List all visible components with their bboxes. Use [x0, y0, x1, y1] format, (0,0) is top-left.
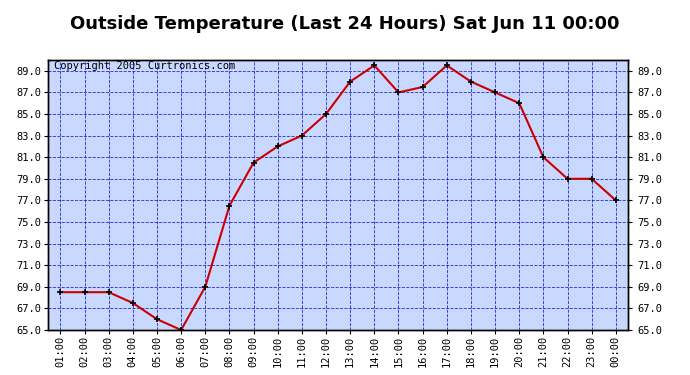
Text: Outside Temperature (Last 24 Hours) Sat Jun 11 00:00: Outside Temperature (Last 24 Hours) Sat … [70, 15, 620, 33]
Text: Copyright 2005 Curtronics.com: Copyright 2005 Curtronics.com [54, 62, 235, 71]
